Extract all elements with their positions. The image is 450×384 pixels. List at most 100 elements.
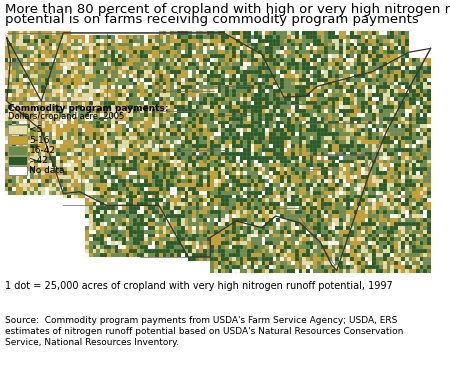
Bar bbox=[247, 74, 251, 78]
Bar bbox=[423, 233, 427, 237]
Bar bbox=[67, 171, 71, 175]
Bar bbox=[350, 269, 354, 273]
Bar bbox=[284, 74, 288, 78]
Bar bbox=[130, 242, 133, 245]
Bar bbox=[199, 62, 203, 66]
Bar bbox=[254, 97, 258, 101]
Bar bbox=[273, 187, 276, 191]
Bar bbox=[49, 121, 52, 124]
Bar bbox=[184, 218, 188, 222]
Bar bbox=[262, 31, 266, 35]
Bar bbox=[152, 187, 155, 191]
Bar bbox=[266, 43, 269, 46]
Bar bbox=[258, 35, 262, 39]
Bar bbox=[288, 237, 291, 242]
Bar bbox=[232, 230, 236, 233]
Bar bbox=[140, 187, 144, 191]
Bar bbox=[4, 159, 8, 164]
Bar bbox=[144, 164, 148, 167]
Bar bbox=[383, 113, 387, 117]
Bar bbox=[82, 128, 86, 132]
Bar bbox=[137, 124, 140, 128]
Bar bbox=[152, 136, 155, 140]
Bar bbox=[295, 128, 298, 132]
Bar bbox=[232, 46, 236, 50]
Bar bbox=[159, 81, 162, 85]
Text: 16-42: 16-42 bbox=[30, 146, 55, 155]
Bar bbox=[262, 245, 266, 249]
Bar bbox=[170, 230, 174, 233]
Bar bbox=[354, 269, 357, 273]
Bar bbox=[240, 218, 243, 222]
Bar bbox=[398, 124, 401, 128]
Bar bbox=[192, 70, 196, 74]
Bar bbox=[361, 156, 365, 159]
Bar bbox=[405, 70, 409, 74]
Bar bbox=[405, 62, 409, 66]
Bar bbox=[295, 50, 298, 54]
Bar bbox=[148, 43, 152, 46]
Bar bbox=[236, 62, 240, 66]
Bar bbox=[409, 218, 413, 222]
Bar bbox=[41, 117, 45, 121]
Bar bbox=[181, 152, 184, 156]
Bar bbox=[298, 191, 302, 195]
Bar bbox=[82, 74, 86, 78]
Bar bbox=[405, 97, 409, 101]
Bar bbox=[394, 206, 398, 210]
Bar bbox=[56, 164, 60, 167]
Bar bbox=[63, 85, 67, 89]
Bar bbox=[196, 66, 199, 70]
Bar bbox=[295, 242, 298, 245]
Bar bbox=[104, 191, 108, 195]
Bar bbox=[423, 74, 427, 78]
Bar bbox=[295, 105, 298, 109]
Bar bbox=[96, 245, 100, 249]
Bar bbox=[328, 179, 332, 183]
Bar bbox=[225, 144, 229, 148]
Bar bbox=[273, 121, 276, 124]
Bar bbox=[416, 237, 420, 242]
Bar bbox=[96, 152, 100, 156]
Bar bbox=[302, 101, 306, 105]
Bar bbox=[247, 265, 251, 269]
Bar bbox=[357, 43, 361, 46]
Bar bbox=[280, 81, 284, 85]
Bar bbox=[56, 89, 60, 93]
Bar bbox=[221, 206, 225, 210]
Bar bbox=[383, 261, 387, 265]
Bar bbox=[276, 237, 280, 242]
Bar bbox=[133, 121, 137, 124]
Bar bbox=[159, 132, 162, 136]
Bar bbox=[276, 97, 280, 101]
Bar bbox=[27, 62, 30, 66]
Bar bbox=[203, 257, 207, 261]
Bar bbox=[38, 117, 41, 121]
Bar bbox=[387, 175, 391, 179]
Bar bbox=[86, 202, 89, 206]
Bar bbox=[108, 195, 111, 199]
Bar bbox=[405, 164, 409, 167]
Bar bbox=[12, 191, 16, 195]
Bar bbox=[409, 74, 413, 78]
Bar bbox=[387, 210, 391, 214]
Bar bbox=[413, 202, 416, 206]
Bar bbox=[328, 66, 332, 70]
Bar bbox=[140, 35, 144, 39]
Bar bbox=[229, 54, 232, 58]
Bar bbox=[86, 233, 89, 237]
Bar bbox=[140, 43, 144, 46]
Bar bbox=[148, 140, 152, 144]
Bar bbox=[254, 113, 258, 117]
Bar bbox=[27, 31, 30, 35]
Bar bbox=[383, 101, 387, 105]
Bar bbox=[130, 50, 133, 54]
Bar bbox=[346, 242, 350, 245]
Bar bbox=[280, 39, 284, 43]
Bar bbox=[328, 89, 332, 93]
Bar bbox=[174, 183, 177, 187]
Bar bbox=[229, 214, 232, 218]
Bar bbox=[328, 85, 332, 89]
Bar bbox=[148, 183, 152, 187]
Bar bbox=[350, 175, 354, 179]
